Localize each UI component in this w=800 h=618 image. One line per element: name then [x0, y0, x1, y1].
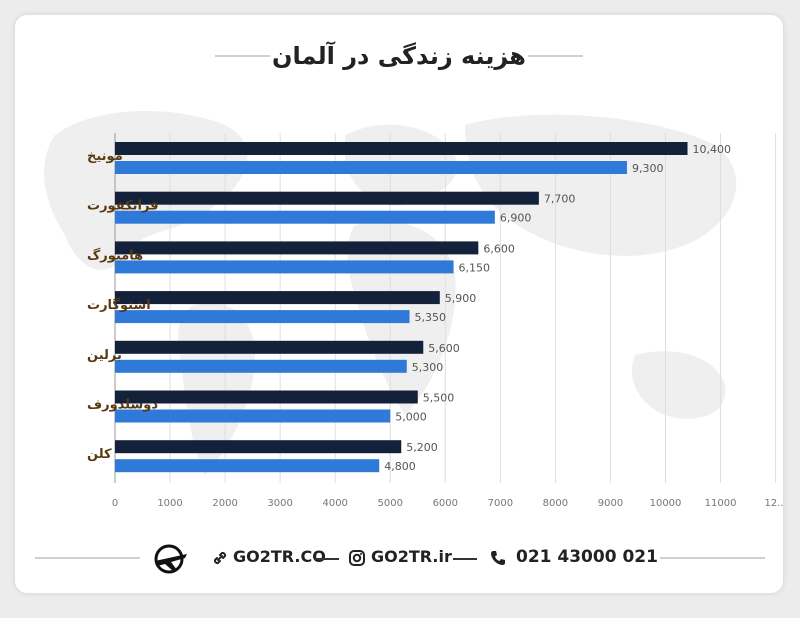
- x-tick-label: 0: [112, 498, 118, 509]
- bar-series-1: [115, 191, 539, 205]
- bar-series-2: [115, 359, 407, 373]
- footer-rule-right: [660, 557, 765, 559]
- bar-series-2: [115, 409, 391, 423]
- data-label: 5,500: [423, 392, 455, 405]
- x-tick-label: 9000: [598, 498, 623, 509]
- bar-series-2: [115, 260, 454, 274]
- bar-series-1: [115, 390, 418, 404]
- title-rule-right: [528, 55, 583, 57]
- x-tick-label: 2000: [212, 498, 237, 509]
- bar-series-1: [115, 440, 402, 454]
- data-label: 10,400: [693, 143, 732, 156]
- x-tick-label: 8000: [543, 498, 568, 509]
- data-label: 5,300: [412, 361, 444, 374]
- infographic-card: هزینه زندگی در آلمان 0 1000 2000 3000 4000 50…: [15, 15, 783, 593]
- instagram-text[interactable]: GO2TR.ir: [371, 547, 452, 566]
- bar-series-1: [115, 291, 440, 305]
- bar-series-2: [115, 310, 410, 324]
- phone-icon: [491, 551, 505, 565]
- x-tick-label: 1000: [157, 498, 182, 509]
- category-label: مونیخ: [87, 149, 123, 164]
- bar-series-1: [115, 340, 424, 354]
- data-label: 6,150: [459, 261, 491, 274]
- phone-text[interactable]: 021 43000 021: [516, 547, 658, 567]
- data-label: 7,700: [544, 193, 576, 206]
- category-label: کلن: [87, 447, 112, 462]
- instagram-icon: [349, 550, 365, 566]
- category-label: فرانکفورت: [87, 199, 159, 214]
- data-label: 5,200: [406, 441, 438, 454]
- data-label: 6,600: [483, 242, 514, 255]
- x-tick-label: 12...: [764, 498, 783, 509]
- footer: GO2TR.CO GO2TR.ir 021 43000 021: [15, 543, 783, 575]
- bar-series-2: [115, 161, 627, 174]
- bar-series-1: [115, 241, 479, 255]
- x-tick-label: 10000: [650, 498, 682, 509]
- footer-dash-2: [453, 558, 477, 560]
- data-label: 5,350: [415, 311, 447, 324]
- airplane-logo-icon: [154, 544, 187, 574]
- bar-series-2: [115, 210, 495, 224]
- bar-series-2: [115, 459, 380, 473]
- category-label: برلین: [87, 348, 122, 363]
- x-tick-label: 6000: [433, 498, 458, 509]
- x-tick-label: 5000: [378, 498, 403, 509]
- data-label: 5,600: [428, 342, 460, 355]
- x-tick-label: 11000: [705, 498, 737, 509]
- data-label: 6,900: [500, 212, 531, 225]
- category-label: اشتوگارت: [87, 297, 151, 313]
- title-rule-left: [215, 55, 270, 57]
- website-text[interactable]: GO2TR.CO: [233, 547, 326, 566]
- chart-title: هزینه زندگی در آلمان: [272, 42, 526, 70]
- data-label: 5,000: [395, 411, 427, 424]
- category-label: هامبورگ: [87, 246, 143, 263]
- data-label: 5,900: [445, 292, 477, 305]
- category-label: دوسلدورف: [87, 398, 158, 413]
- footer-dash-1: [315, 558, 339, 560]
- footer-rule-left: [35, 557, 140, 559]
- bar-series-1: [115, 142, 688, 155]
- x-tick-label: 3000: [267, 498, 292, 509]
- x-tick-label: 4000: [322, 498, 347, 509]
- link-icon: [213, 551, 227, 565]
- bar-chart: 0 1000 2000 3000 4000 5000 6000 7000 8000 9000 100…: [87, 133, 783, 509]
- data-label: 4,800: [384, 460, 416, 473]
- data-label: 9,300: [632, 162, 664, 175]
- x-tick-label: 7000: [488, 498, 513, 509]
